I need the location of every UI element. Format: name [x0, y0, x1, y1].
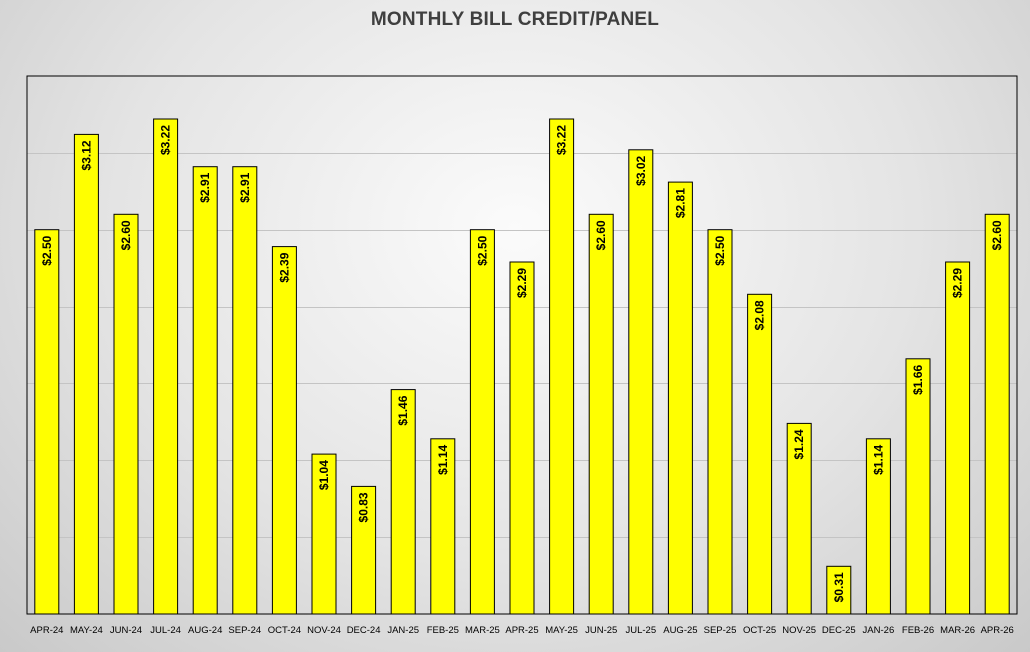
bar	[628, 149, 654, 615]
x-tick-label: DEC-25	[822, 625, 856, 636]
bar	[509, 261, 535, 615]
data-label: $1.04	[317, 460, 331, 490]
bar	[311, 453, 337, 615]
data-label: $2.91	[238, 172, 252, 202]
x-axis-ticks: APR-24 MAY-24 JUN-24 JUL-24 AUG-24 SEP-24 OCT-…	[30, 625, 1014, 636]
x-tick-label: JUN-24	[110, 625, 142, 636]
data-label: $2.91	[198, 172, 212, 202]
bar	[707, 229, 733, 615]
bar	[34, 229, 60, 615]
x-tick-label: MAY-25	[545, 625, 578, 636]
plot-area	[26, 75, 1018, 615]
bar	[945, 261, 971, 615]
x-tick-label: JUL-25	[625, 625, 656, 636]
x-tick-label: APR-24	[30, 625, 63, 636]
data-label: $2.50	[475, 235, 489, 265]
data-label: $2.08	[753, 300, 767, 330]
x-tick-label: AUG-24	[188, 625, 222, 636]
x-tick-label: FEB-25	[427, 625, 459, 636]
bar	[192, 166, 218, 615]
x-tick-label: NOV-25	[782, 625, 816, 636]
bars	[34, 118, 1010, 615]
x-tick-label: APR-26	[981, 625, 1014, 636]
x-tick-label: SEP-24	[228, 625, 261, 636]
x-tick-label: OCT-25	[743, 625, 776, 636]
bar	[588, 213, 614, 615]
data-label: $2.81	[673, 188, 687, 218]
x-tick-label: JUN-25	[585, 625, 617, 636]
bar	[786, 422, 812, 615]
data-label: $1.14	[436, 444, 450, 474]
data-label: $3.22	[555, 125, 569, 155]
x-tick-label: JAN-25	[387, 625, 419, 636]
data-label: $2.39	[277, 252, 291, 282]
data-label: $1.66	[911, 364, 925, 394]
data-label: $1.24	[792, 429, 806, 459]
x-tick-label: FEB-26	[902, 625, 934, 636]
x-tick-label: AUG-25	[663, 625, 697, 636]
data-label: $2.60	[119, 220, 133, 250]
bar	[984, 213, 1010, 615]
x-tick-label: OCT-24	[268, 625, 301, 636]
bar	[113, 213, 139, 615]
data-label: $2.50	[713, 235, 727, 265]
data-label: $2.29	[951, 268, 965, 298]
data-label: $3.22	[159, 125, 173, 155]
bar	[905, 358, 931, 615]
x-tick-label: JUL-24	[150, 625, 181, 636]
data-label: $2.60	[594, 220, 608, 250]
bar	[390, 389, 416, 615]
x-tick-label: SEP-25	[704, 625, 737, 636]
data-label: $2.50	[40, 235, 54, 265]
bar	[271, 246, 297, 615]
data-label: $0.31	[832, 572, 846, 602]
data-labels: $2.50 $3.12 $2.60 $3.22 $2.91 $2.91 $2.39 $1.04…	[40, 125, 1004, 603]
data-label: $2.29	[515, 268, 529, 298]
bar	[747, 293, 773, 615]
data-label: $1.14	[871, 444, 885, 474]
x-tick-label: MAR-25	[465, 625, 500, 636]
x-tick-label: APR-25	[505, 625, 538, 636]
data-label: $3.02	[634, 155, 648, 185]
bar	[667, 181, 693, 615]
bar	[232, 166, 258, 615]
bar	[351, 485, 377, 615]
bar	[73, 133, 99, 615]
bar	[549, 118, 575, 615]
bar	[469, 229, 495, 615]
data-label: $1.46	[396, 395, 410, 425]
x-tick-label: JAN-26	[863, 625, 895, 636]
data-label: $3.12	[79, 140, 93, 170]
x-tick-label: NOV-24	[307, 625, 341, 636]
x-tick-label: MAY-24	[70, 625, 103, 636]
chart-title: MONTHLY BILL CREDIT/PANEL	[370, 9, 660, 30]
x-tick-label: MAR-26	[940, 625, 975, 636]
data-label: $2.60	[990, 220, 1004, 250]
x-tick-label: DEC-24	[347, 625, 381, 636]
data-label: $0.83	[357, 492, 371, 522]
bar	[153, 118, 179, 615]
